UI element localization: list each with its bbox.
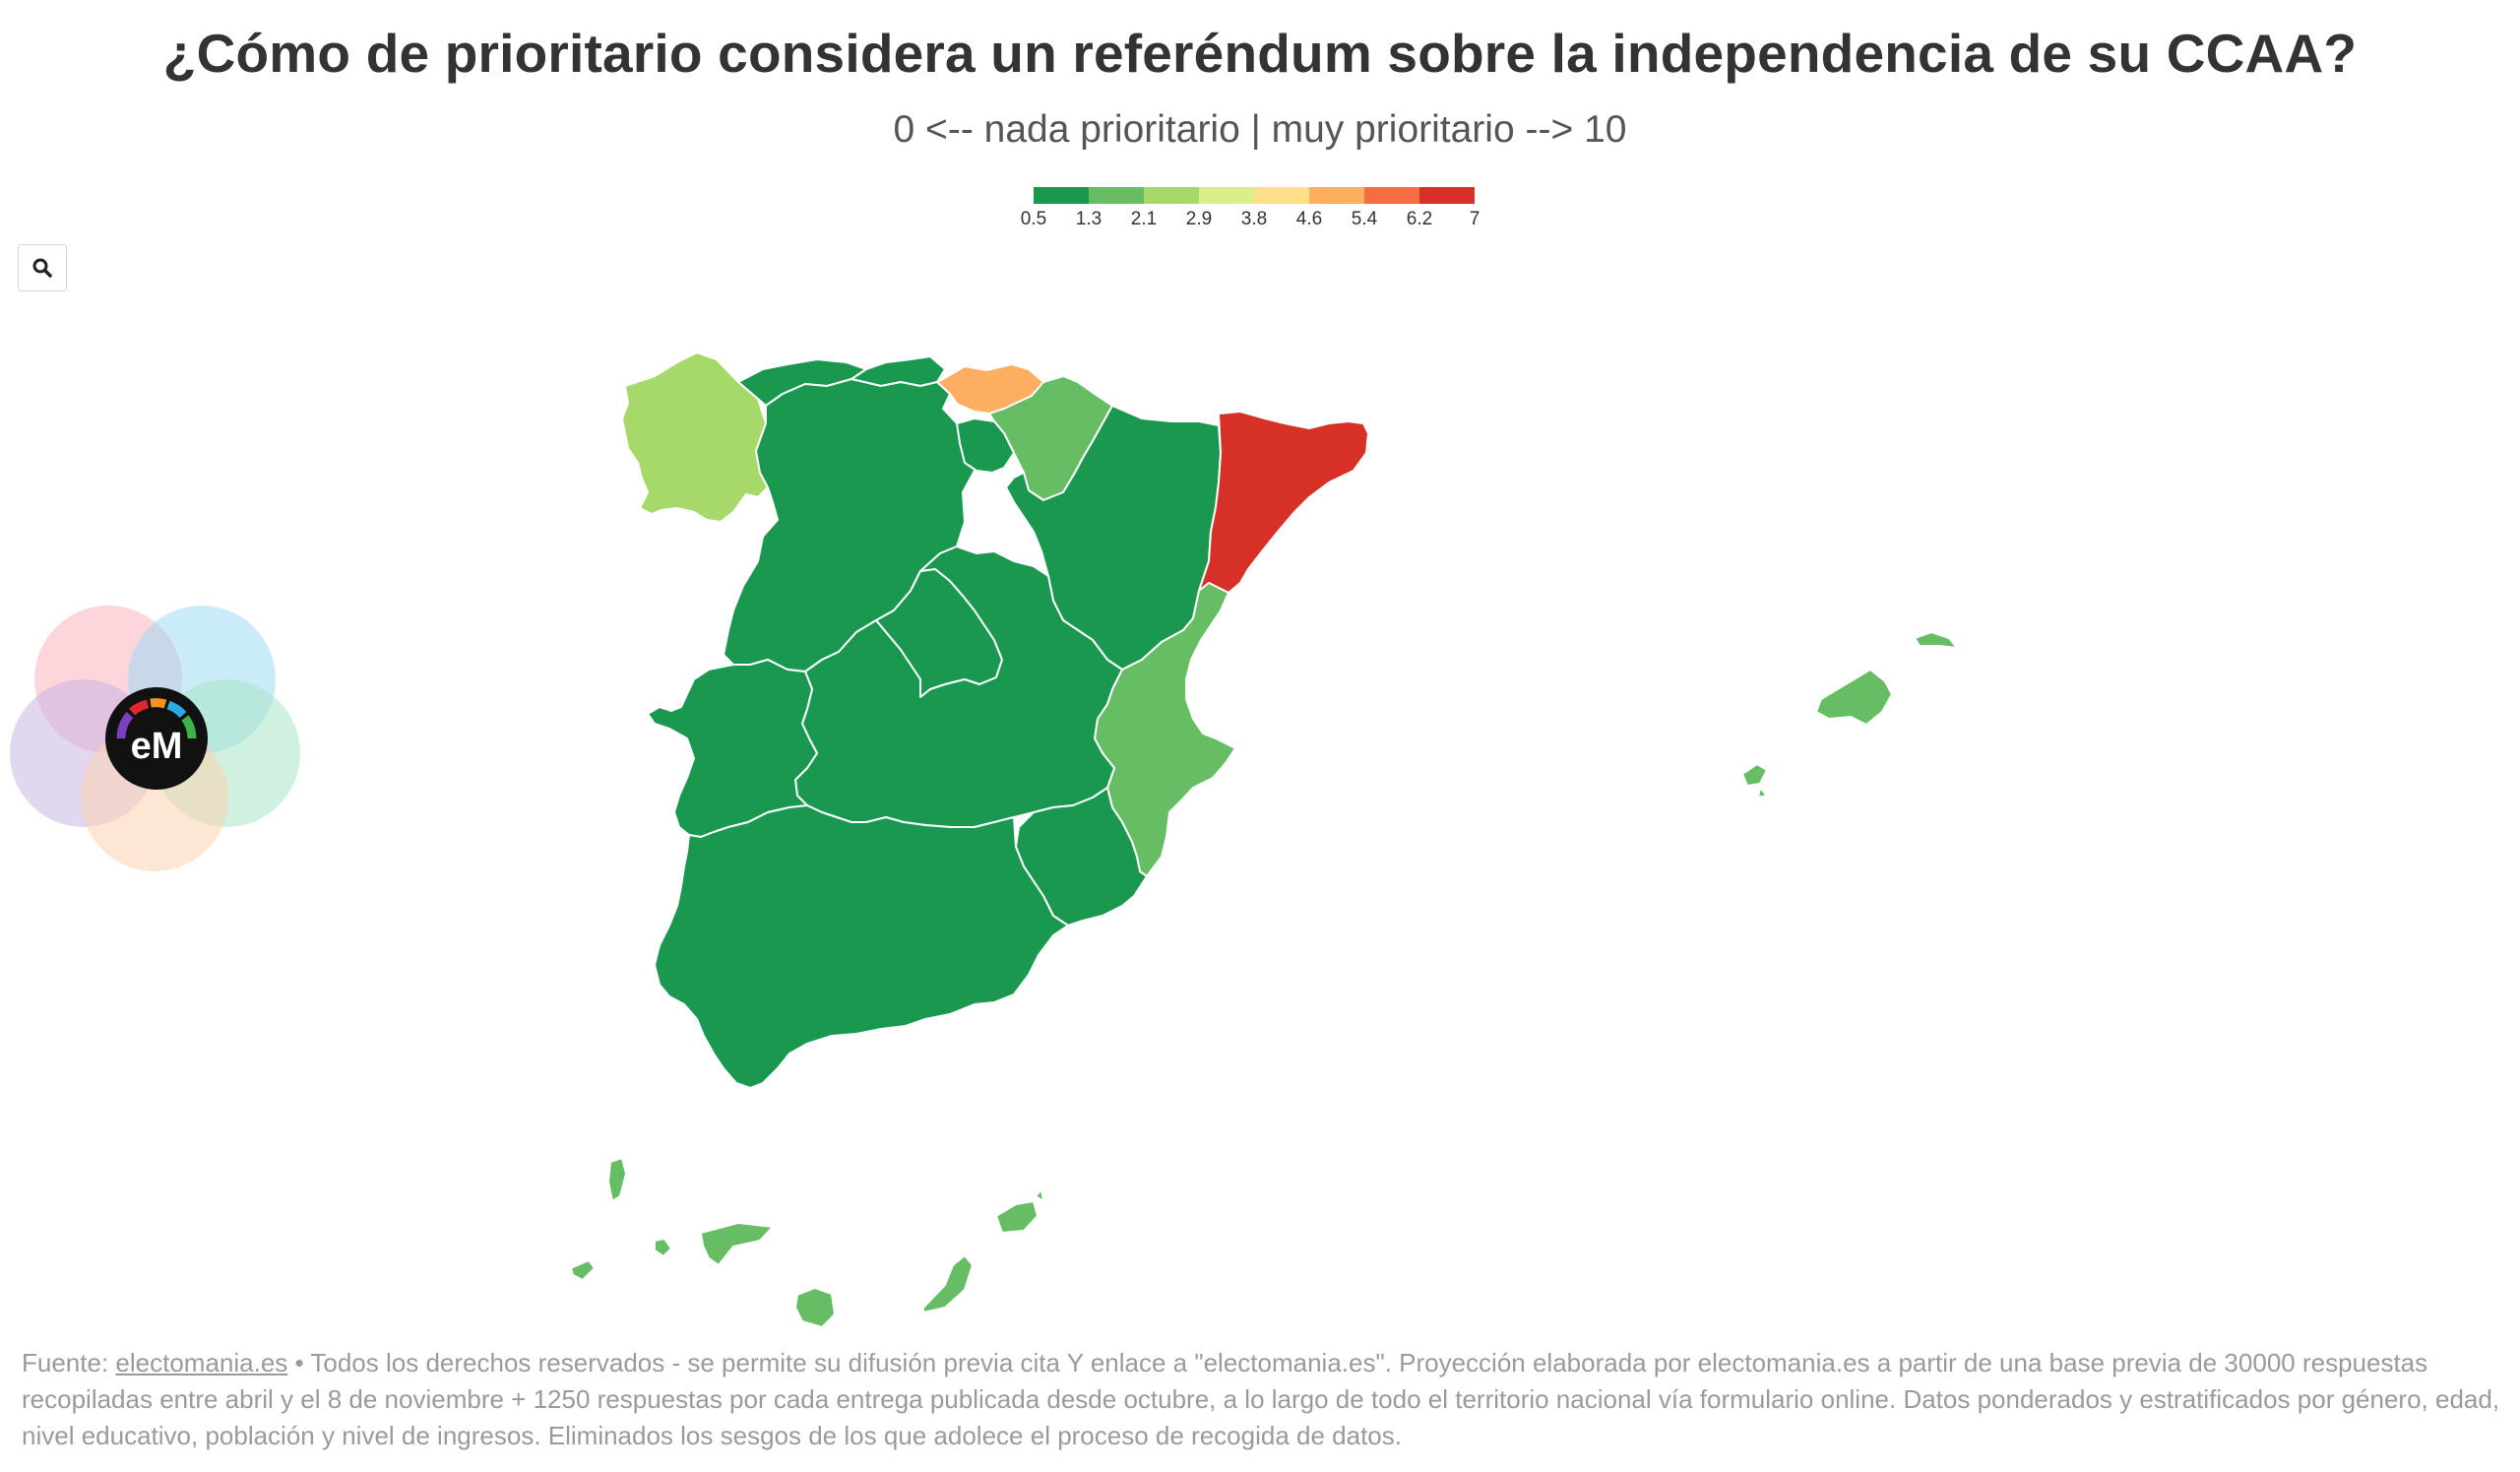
region-cataluna[interactable] <box>1198 411 1369 594</box>
legend-swatch <box>1034 187 1089 204</box>
source-label: Fuente: <box>22 1348 109 1377</box>
legend-swatch <box>1199 187 1254 204</box>
legend-tick: 4.6 <box>1295 209 1323 229</box>
chart-subtitle: 0 <-- nada prioritario | muy prioritario… <box>893 108 1627 151</box>
chart-title: ¿Cómo de prioritario considera un referé… <box>162 23 2358 84</box>
legend-swatch <box>1364 187 1419 204</box>
region-la-rioja[interactable] <box>956 417 1015 474</box>
search-icon <box>32 258 52 278</box>
legend-tick: 0.5 <box>1020 209 1047 229</box>
region-andalucia[interactable] <box>654 804 1069 1089</box>
legend-ticks: 0.5 1.3 2.1 2.9 3.8 4.6 5.4 6.2 7 <box>1014 209 1506 232</box>
legend-swatch <box>1089 187 1144 204</box>
footer-note: Fuente: electomania.es • Todos los derec… <box>22 1345 2502 1454</box>
legend-swatch <box>1144 187 1199 204</box>
electomania-logo: eM <box>10 606 300 871</box>
region-galicia[interactable] <box>621 352 769 523</box>
legend-swatch <box>1419 187 1475 204</box>
logo-text: eM <box>131 726 183 767</box>
legend-swatch <box>1254 187 1309 204</box>
spain-map <box>570 352 1958 1328</box>
region-baleares[interactable] <box>1741 631 1958 799</box>
legend-swatches <box>1034 187 1475 204</box>
legend-tick: 5.4 <box>1351 209 1378 229</box>
source-link[interactable]: electomania.es <box>115 1348 288 1377</box>
legend-tick: 1.3 <box>1075 209 1102 229</box>
legend-tick: 2.9 <box>1185 209 1213 229</box>
legend-tick: 7 <box>1469 209 1480 229</box>
legend-tick: 6.2 <box>1406 209 1433 229</box>
legend-swatch <box>1309 187 1364 204</box>
color-legend: 0.5 1.3 2.1 2.9 3.8 4.6 5.4 6.2 7 <box>1014 187 1506 236</box>
legend-tick: 2.1 <box>1130 209 1158 229</box>
footer-text: • Todos los derechos reservados - se per… <box>22 1348 2500 1450</box>
legend-tick: 3.8 <box>1240 209 1268 229</box>
region-canarias[interactable] <box>570 1157 1044 1328</box>
zoom-button[interactable] <box>18 244 67 291</box>
